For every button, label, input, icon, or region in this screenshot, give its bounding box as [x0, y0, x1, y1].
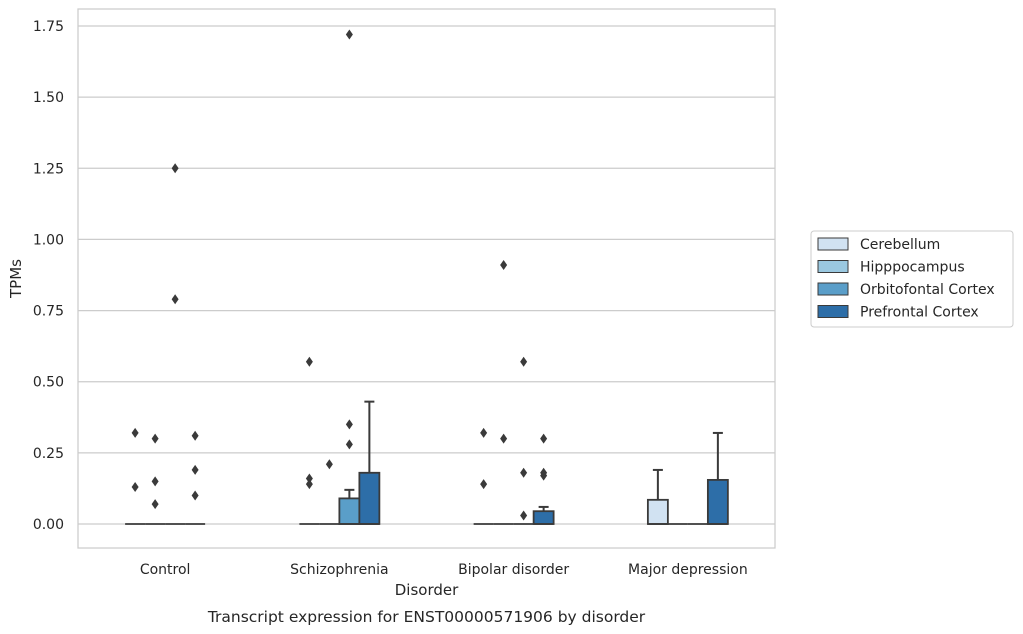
y-tick-label: 0.00: [33, 517, 64, 533]
box-group: [706, 431, 729, 525]
outlier-point: [131, 427, 139, 438]
box: [532, 510, 555, 525]
y-tick-label: 1.00: [33, 232, 64, 248]
box-group: [358, 400, 381, 525]
box-group: [185, 430, 206, 525]
outlier-point: [500, 433, 508, 444]
box-group: [319, 459, 340, 525]
box-group: [299, 356, 320, 525]
outlier-point: [540, 433, 548, 444]
box: [338, 497, 361, 525]
legend-entry: Orbitofontal Cortex: [860, 282, 995, 298]
outlier-point: [151, 499, 159, 510]
x-tick-label: Major depression: [628, 562, 748, 578]
outlier-point: [540, 467, 548, 478]
legend-swatch: [817, 282, 849, 296]
box: [646, 498, 669, 525]
plot-frame: [77, 8, 776, 549]
legend-frame: [810, 230, 1014, 328]
legend-entry: Cerebellum: [860, 237, 940, 253]
legend-swatch: [817, 237, 849, 251]
outlier-point: [520, 467, 528, 478]
y-tick-label: 1.25: [33, 161, 64, 177]
y-tick-label: 0.25: [33, 446, 64, 462]
box-group: [338, 29, 361, 525]
outlier-point: [305, 479, 313, 490]
y-tick-label: 1.50: [33, 90, 64, 106]
chart-caption: Transcript expression for ENST0000057190…: [207, 608, 646, 626]
outlier-point: [191, 490, 199, 501]
y-tick-labels: 0.00 0.25 0.50 0.75 1.00 1.25 1.50 1.75: [33, 19, 64, 533]
outlier-point: [345, 439, 353, 450]
outlier-point: [305, 356, 313, 367]
outlier-point: [480, 479, 488, 490]
box-group: [473, 427, 494, 525]
outlier-point: [345, 29, 353, 40]
outlier-point: [520, 356, 528, 367]
legend-entry: Prefrontal Cortex: [860, 305, 979, 321]
y-axis-label: TPMs: [7, 259, 25, 299]
x-tick-label: Control: [140, 562, 191, 578]
x-tick-label: Bipolar disorder: [458, 562, 569, 578]
outlier-point: [151, 476, 159, 487]
box-group: [532, 433, 555, 525]
x-axis-label: Disorder: [395, 581, 459, 599]
y-tick-label: 0.75: [33, 304, 64, 320]
boxes-layer: [125, 29, 729, 525]
box-group: [513, 356, 534, 525]
outlier-point: [305, 473, 313, 484]
outlier-point: [131, 482, 139, 493]
legend-swatch: [817, 260, 849, 273]
box: [706, 478, 729, 525]
outlier-point: [151, 433, 159, 444]
outlier-point: [500, 260, 508, 271]
x-tick-label: Schizophrenia: [290, 562, 388, 578]
y-tick-label: 1.75: [33, 19, 64, 35]
outlier-point: [325, 459, 333, 470]
outlier-point: [191, 430, 199, 441]
box-group: [145, 433, 166, 525]
legend-swatch: [817, 305, 849, 318]
grid-layer: [78, 25, 775, 525]
outlier-point: [171, 294, 179, 305]
box-group: [646, 468, 669, 525]
outlier-point: [520, 510, 528, 521]
box-group: [493, 260, 514, 525]
outlier-point: [171, 163, 179, 174]
box-group: [125, 427, 146, 525]
x-tick-labels: Control Schizophrenia Bipolar disorder Majo…: [140, 562, 748, 578]
box-group: [165, 163, 186, 525]
y-tick-label: 0.50: [33, 375, 64, 391]
outlier-point: [191, 464, 199, 475]
outlier-point: [345, 419, 353, 430]
legend: Cerebellum Hipppocampus Orbitofontal Corte…: [810, 230, 1014, 328]
box: [358, 471, 381, 525]
outlier-point: [480, 427, 488, 438]
legend-entry: Hipppocampus: [860, 260, 965, 276]
